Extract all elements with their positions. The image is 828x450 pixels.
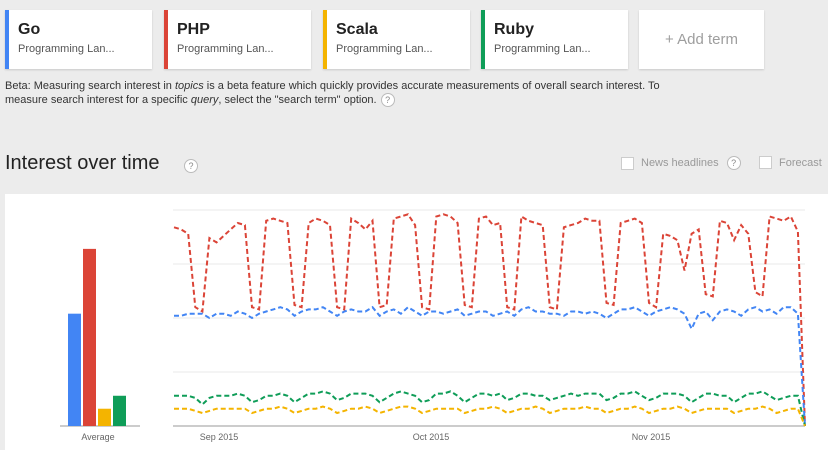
term-type: Programming Lan... bbox=[494, 43, 591, 55]
interest-over-time-svg: Average Sep 2015 Oct 2015 Nov 2015 bbox=[60, 209, 806, 442]
x-tick-label: Sep 2015 bbox=[200, 432, 239, 442]
average-bar-php bbox=[83, 248, 96, 426]
x-tick-label: Nov 2015 bbox=[632, 432, 671, 442]
help-icon[interactable]: ? bbox=[726, 156, 741, 170]
x-tick-label: Oct 2015 bbox=[413, 432, 450, 442]
add-term-button[interactable]: + Add term bbox=[639, 10, 764, 69]
average-bar-ruby bbox=[113, 395, 126, 426]
term-card-php[interactable]: PHP Programming Lan... bbox=[164, 10, 311, 69]
beta-query: query bbox=[190, 94, 219, 106]
term-card-ruby[interactable]: Ruby Programming Lan... bbox=[481, 10, 628, 69]
series-line-php bbox=[173, 213, 806, 427]
term-color-bar bbox=[5, 10, 9, 69]
average-bar-go bbox=[68, 313, 81, 426]
term-card-scala[interactable]: Scala Programming Lan... bbox=[323, 10, 470, 69]
average-bar-scala bbox=[98, 408, 111, 426]
forecast-label: Forecast bbox=[779, 156, 822, 169]
term-type: Programming Lan... bbox=[177, 43, 274, 55]
forecast-checkbox[interactable] bbox=[759, 156, 772, 169]
term-name: PHP bbox=[177, 21, 210, 38]
forecast-option[interactable]: Forecast bbox=[759, 156, 822, 169]
beta-text-2: is a beta feature which quickly provides… bbox=[5, 80, 660, 106]
beta-notice: Beta: Measuring search interest in topic… bbox=[5, 79, 705, 108]
term-type: Programming Lan... bbox=[18, 43, 115, 55]
help-icon[interactable]: ? bbox=[380, 93, 395, 108]
term-color-bar bbox=[323, 10, 327, 69]
term-name: Ruby bbox=[494, 21, 534, 38]
news-headlines-checkbox[interactable] bbox=[621, 156, 634, 170]
series-line-go bbox=[174, 305, 806, 427]
term-color-bar bbox=[481, 10, 485, 69]
series-line-scala bbox=[174, 405, 806, 427]
term-name: Scala bbox=[336, 21, 378, 38]
news-headlines-label: News headlines bbox=[641, 157, 719, 169]
term-name: Go bbox=[18, 21, 41, 38]
term-color-bar bbox=[164, 10, 168, 69]
term-card-go[interactable]: Go Programming Lan... bbox=[5, 10, 152, 69]
news-headlines-option[interactable]: News headlines ? bbox=[621, 156, 741, 170]
help-icon[interactable]: ? bbox=[184, 159, 198, 173]
series-line-ruby bbox=[174, 390, 806, 427]
beta-text-1: Beta: Measuring search interest in bbox=[5, 80, 175, 92]
term-type: Programming Lan... bbox=[336, 43, 433, 55]
section-title: Interest over time bbox=[5, 152, 160, 174]
interest-chart: Average Sep 2015 Oct 2015 Nov 2015 bbox=[5, 194, 828, 450]
beta-text-3: , select the "search term" option. bbox=[218, 94, 377, 106]
average-label: Average bbox=[81, 432, 114, 442]
beta-topics: topics bbox=[174, 80, 204, 92]
